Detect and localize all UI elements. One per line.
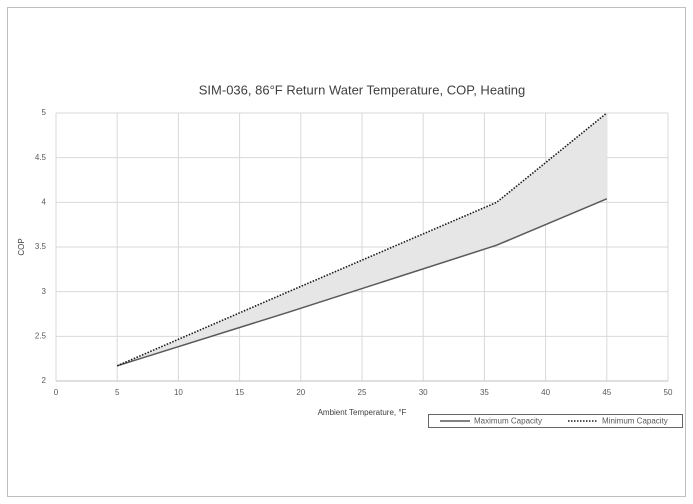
- x-axis-label: Ambient Temperature, °F: [318, 408, 407, 417]
- x-tick-label: 45: [602, 388, 611, 397]
- x-tick-label: 40: [541, 388, 550, 397]
- series-line: [116, 112, 608, 367]
- legend-label: Minimum Capacity: [602, 417, 668, 426]
- legend-label: Maximum Capacity: [474, 417, 542, 426]
- chart-title: SIM-036, 86°F Return Water Temperature, …: [199, 82, 526, 97]
- y-tick-label: 3: [42, 287, 47, 296]
- y-tick-label: 4.5: [35, 153, 47, 162]
- y-tick-label: 5: [42, 108, 47, 117]
- x-tick-label: 20: [296, 388, 305, 397]
- x-tick-label: 5: [115, 388, 120, 397]
- y-tick-label: 3.5: [35, 242, 47, 251]
- x-tick-label: 30: [419, 388, 428, 397]
- y-axis-label: COP: [17, 238, 26, 255]
- x-tick-label: 0: [54, 388, 59, 397]
- y-tick-label: 2: [42, 376, 47, 385]
- x-tick-label: 50: [664, 388, 673, 397]
- x-tick-label: 10: [174, 388, 183, 397]
- y-tick-label: 2.5: [35, 331, 47, 340]
- legend-box: [428, 414, 683, 428]
- x-tick-label: 25: [358, 388, 367, 397]
- y-tick-label: 4: [42, 197, 47, 206]
- x-tick-label: 35: [480, 388, 489, 397]
- series-line: [116, 198, 608, 367]
- x-tick-label: 15: [235, 388, 244, 397]
